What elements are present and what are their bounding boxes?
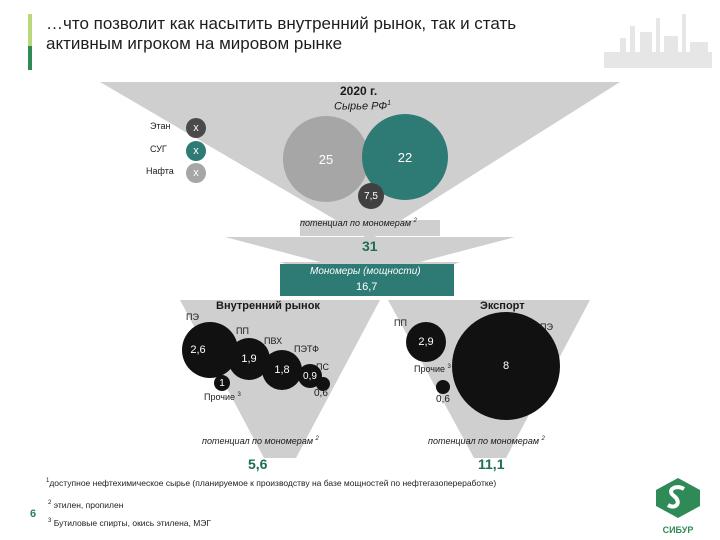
bubble-7-5: 7,5	[358, 183, 384, 209]
export-label-pe: ПЭ	[540, 322, 553, 332]
label-naphtha: Нафта	[146, 166, 174, 176]
footnote-2-text: этилен, пропилен	[53, 500, 124, 510]
factory-silhouette-icon	[604, 14, 712, 68]
domestic-other-text: Прочие	[204, 392, 236, 402]
label-ethane: Этан	[150, 121, 171, 131]
footnote-1-sup: 1	[46, 478, 50, 485]
footnote-3-text: Бутиловые спирты, окись этилена, МЭГ	[53, 518, 212, 528]
top-potential-sup: 2	[413, 218, 417, 224]
raw-material-subtitle-sup: 1	[387, 100, 391, 107]
domestic-ps-bubble	[316, 377, 330, 391]
domestic-label-pp: ПП	[236, 326, 249, 336]
bubble-7-5-value: 7,5	[364, 190, 378, 202]
domestic-pvh-bubble: 1,8	[262, 350, 302, 390]
domestic-other-sup: 3	[237, 392, 241, 398]
title-line-2: активным игроком на мировом рынке	[46, 34, 343, 53]
export-label-other: Прочие 3	[414, 364, 451, 374]
domestic-potential-text: потенциал по мономерам	[202, 436, 313, 446]
page-number: 6	[30, 508, 37, 520]
domestic-petf-value: 0,9	[303, 370, 317, 382]
naphtha-bubble: x	[186, 163, 206, 183]
export-potential-value: 11,1	[478, 456, 505, 472]
footnote-3: 3 Бутиловые спирты, окись этилена, МЭГ	[48, 518, 211, 528]
logo-text: СИБУР	[662, 525, 694, 535]
domestic-potential-sup: 2	[315, 436, 319, 442]
export-other-bubble	[436, 380, 450, 394]
naphtha-x: x	[193, 167, 199, 179]
top-potential-value: 31	[362, 238, 378, 254]
domestic-pp-value: 1,9	[241, 353, 257, 365]
domestic-label-ps: ПС	[316, 362, 329, 372]
footnote-1-text: доступное нефтехимическое сырье (планиру…	[49, 478, 497, 488]
domestic-label-petf: ПЭТФ	[294, 344, 319, 354]
export-pe-value: 8	[502, 360, 510, 372]
top-potential-text: потенциал по мономерам	[300, 218, 411, 228]
export-other-value: 0,6	[436, 394, 450, 405]
export-pp-value: 2,9	[418, 336, 434, 348]
lpg-x: x	[193, 145, 199, 157]
domestic-label-pe: ПЭ	[186, 312, 199, 322]
footnote-3-sup: 3	[48, 518, 52, 525]
domestic-pvh-value: 1,8	[274, 364, 290, 376]
raw-material-subtitle: Сырье РФ1	[334, 100, 391, 113]
monomers-label: Мономеры (мощности)	[310, 266, 421, 277]
ethane-bubble: x	[186, 118, 206, 138]
title-accent-bar-dark	[28, 46, 32, 70]
export-potential-label: потенциал по мономерам 2	[428, 436, 545, 446]
domestic-other-bubble: 1	[214, 375, 230, 391]
bubble-25-value: 25	[318, 151, 334, 167]
bubble-25: 25	[283, 116, 369, 202]
export-potential-sup: 2	[541, 436, 545, 442]
top-potential-label: потенциал по мономерам 2	[300, 218, 417, 228]
export-title: Экспорт	[480, 300, 525, 312]
raw-material-subtitle-text: Сырье РФ	[334, 100, 388, 113]
footnote-1: 1доступное нефтехимическое сырье (планир…	[46, 478, 496, 488]
bubble-22-value: 22	[397, 149, 413, 165]
domestic-label-other: Прочие 3	[204, 392, 241, 402]
footnote-2: 2 этилен, пропилен	[48, 500, 123, 510]
domestic-ps-value: 0,6	[314, 388, 328, 399]
export-potential-text: потенциал по мономерам	[428, 436, 539, 446]
domestic-title: Внутренний рынок	[216, 300, 320, 312]
export-pp-bubble: 2,9	[406, 322, 446, 362]
monomers-value: 16,7	[356, 281, 378, 293]
domestic-potential-value: 5,6	[248, 456, 268, 472]
export-label-pp: ПП	[394, 318, 407, 328]
title-accent-bar	[28, 14, 32, 70]
bubble-22: 22	[362, 114, 448, 200]
logo-emblem-icon	[656, 478, 700, 518]
page-title: …что позволит как насытить внутренний ры…	[46, 14, 606, 54]
domestic-potential-label: потенциал по мономерам 2	[202, 436, 319, 446]
label-lpg: СУГ	[150, 144, 167, 154]
ethane-x: x	[193, 122, 199, 134]
company-logo: СИБУР	[650, 476, 706, 535]
export-other-sup: 3	[447, 364, 451, 370]
year-label: 2020 г.	[340, 84, 378, 98]
export-other-text: Прочие	[414, 364, 446, 374]
lpg-bubble: x	[186, 141, 206, 161]
domestic-label-pvh: ПВХ	[264, 336, 283, 346]
title-line-1: …что позволит как насытить внутренний ры…	[46, 14, 517, 33]
footnote-2-sup: 2	[48, 500, 52, 507]
domestic-other-value: 1	[219, 377, 225, 389]
monomers-box	[280, 264, 454, 296]
domestic-pe-value: 2,6	[190, 344, 206, 356]
top-funnel-neck	[300, 220, 440, 236]
export-pe-bubble: 8	[452, 312, 560, 420]
